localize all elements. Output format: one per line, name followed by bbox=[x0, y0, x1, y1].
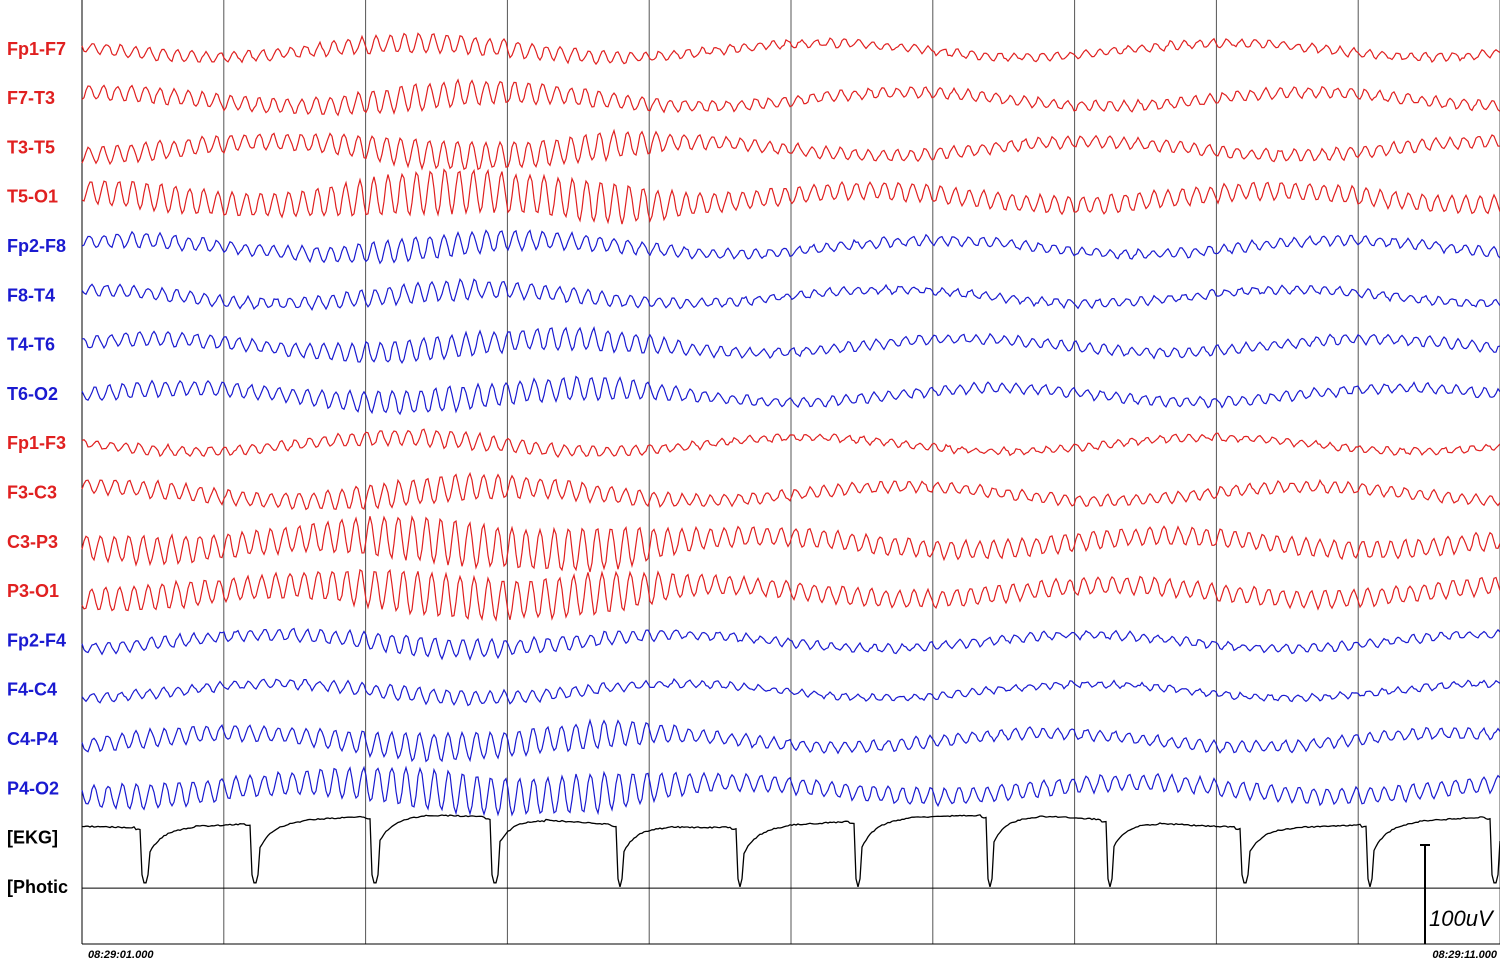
scale-label: 100uV bbox=[1429, 906, 1495, 931]
time-grid bbox=[81, 0, 1500, 944]
channel-label: T3-T5 bbox=[7, 137, 55, 157]
channel-label: C3-P3 bbox=[7, 532, 58, 552]
channel-label: Fp2-F8 bbox=[7, 236, 66, 256]
waveforms bbox=[81, 32, 1500, 889]
eeg-trace bbox=[81, 718, 1500, 763]
channel-label: T5-O1 bbox=[7, 187, 58, 207]
channel-label: [EKG] bbox=[7, 828, 58, 848]
channel-label: T4-T6 bbox=[7, 335, 55, 355]
channel-label: P4-O2 bbox=[7, 778, 59, 798]
eeg-trace bbox=[81, 765, 1500, 817]
channel-label: C4-P4 bbox=[7, 729, 58, 749]
eeg-trace bbox=[81, 78, 1500, 117]
eeg-trace bbox=[81, 428, 1500, 458]
channel-label: Fp1-F7 bbox=[7, 39, 66, 59]
eeg-trace bbox=[81, 32, 1500, 66]
eeg-trace bbox=[81, 375, 1500, 416]
channel-label: T6-O2 bbox=[7, 384, 58, 404]
start-time: 08:29:01.000 bbox=[88, 949, 154, 961]
channel-label: F4-C4 bbox=[7, 680, 57, 700]
channel-labels: Fp1-F7 F7-T3 T3-T5 T5-O1 Fp2-F8 F8-T4 T4-T6 T6-… bbox=[7, 39, 68, 897]
eeg-trace bbox=[81, 568, 1500, 622]
eeg-trace bbox=[81, 229, 1500, 265]
channel-label: Fp2-F4 bbox=[7, 630, 66, 650]
eeg-trace bbox=[81, 514, 1500, 573]
channel-label: Fp1-F3 bbox=[7, 433, 66, 453]
channel-label: P3-O1 bbox=[7, 581, 59, 601]
end-time: 08:29:11.000 bbox=[1432, 949, 1498, 961]
channel-label: [Photic bbox=[7, 877, 68, 897]
eeg-trace bbox=[81, 325, 1500, 364]
ekg-trace bbox=[81, 814, 1500, 887]
eeg-trace bbox=[81, 128, 1500, 171]
eeg-trace bbox=[81, 678, 1500, 707]
channel-label: F3-C3 bbox=[7, 482, 57, 502]
channel-label: F8-T4 bbox=[7, 285, 55, 305]
eeg-trace bbox=[81, 471, 1500, 511]
eeg-trace bbox=[81, 168, 1500, 225]
eeg-trace bbox=[81, 627, 1500, 662]
eeg-trace bbox=[81, 277, 1500, 312]
channel-label: F7-T3 bbox=[7, 88, 55, 108]
